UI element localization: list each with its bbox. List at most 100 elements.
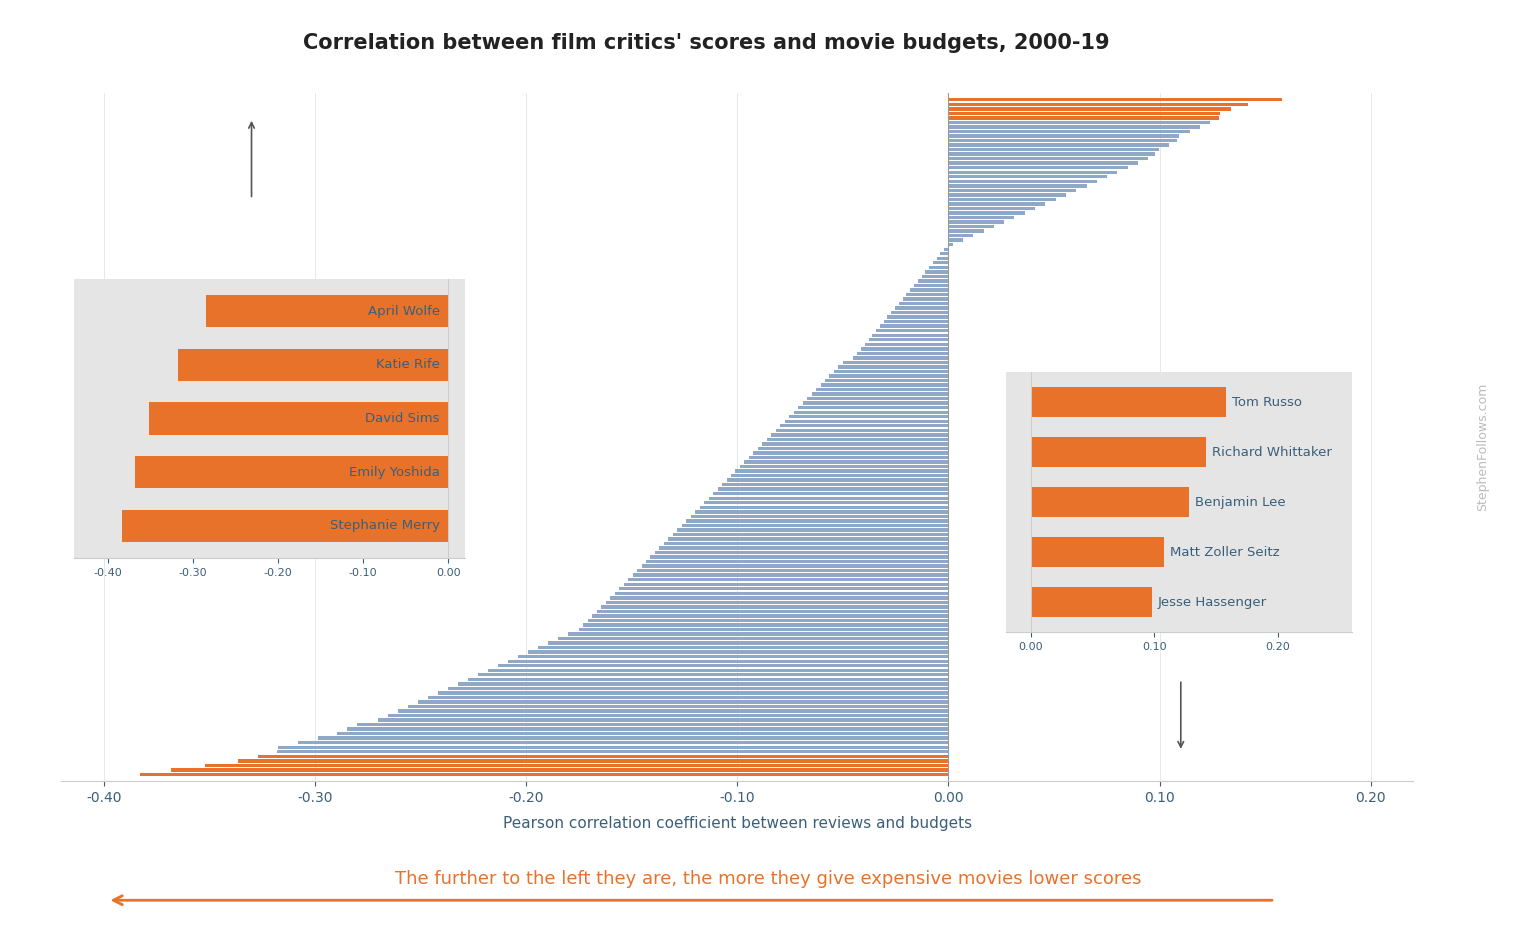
Bar — [948, 234, 974, 237]
Bar — [356, 723, 948, 726]
Bar — [948, 153, 1155, 156]
Bar — [948, 220, 1005, 224]
Bar — [378, 718, 948, 722]
Bar — [619, 587, 948, 591]
Bar — [948, 121, 1210, 124]
Bar — [895, 306, 948, 310]
Bar — [888, 315, 948, 319]
Bar — [668, 538, 948, 540]
Bar — [1031, 437, 1206, 467]
Bar — [762, 442, 948, 445]
Bar — [948, 198, 1055, 201]
Bar — [948, 162, 1138, 165]
Bar — [172, 768, 948, 772]
Bar — [948, 206, 1035, 210]
Bar — [948, 148, 1158, 152]
Bar — [206, 295, 449, 327]
Bar — [123, 510, 449, 542]
Bar — [135, 456, 449, 488]
Bar — [338, 732, 948, 736]
Bar — [140, 773, 948, 777]
Bar — [937, 257, 948, 260]
Bar — [628, 578, 948, 581]
Bar — [750, 456, 948, 459]
Bar — [925, 270, 948, 273]
Bar — [948, 238, 963, 242]
Bar — [948, 143, 1169, 147]
Bar — [911, 288, 948, 292]
Bar — [948, 130, 1189, 133]
Bar — [794, 410, 948, 414]
Bar — [178, 349, 449, 381]
Bar — [206, 764, 948, 767]
Bar — [948, 175, 1107, 179]
Bar — [409, 705, 948, 708]
Bar — [857, 352, 948, 355]
Text: Jesse Hassenger: Jesse Hassenger — [1158, 596, 1267, 609]
Bar — [948, 211, 1025, 215]
Bar — [799, 406, 948, 409]
Bar — [717, 487, 948, 491]
Bar — [820, 383, 948, 387]
Bar — [548, 642, 948, 644]
Bar — [948, 157, 1149, 160]
Bar — [948, 107, 1230, 111]
Bar — [458, 683, 948, 685]
Bar — [677, 528, 948, 532]
Bar — [914, 284, 948, 287]
Bar — [903, 298, 948, 300]
Bar — [740, 465, 948, 468]
Bar — [708, 497, 948, 500]
Bar — [829, 374, 948, 378]
Bar — [149, 403, 449, 434]
Bar — [876, 329, 948, 332]
Bar — [843, 361, 948, 364]
Bar — [588, 618, 948, 622]
Bar — [449, 686, 948, 690]
Bar — [347, 727, 948, 731]
Bar — [825, 379, 948, 382]
Text: David Sims: David Sims — [366, 412, 439, 425]
Bar — [584, 623, 948, 627]
Text: Matt Zoller Seitz: Matt Zoller Seitz — [1170, 546, 1279, 559]
Bar — [862, 347, 948, 351]
Bar — [945, 247, 948, 251]
Bar — [891, 311, 948, 314]
Bar — [771, 433, 948, 436]
Bar — [948, 116, 1220, 120]
Bar — [637, 569, 948, 572]
Bar — [682, 524, 948, 527]
Bar — [1031, 387, 1226, 417]
Bar — [865, 342, 948, 346]
Bar — [276, 751, 948, 753]
Bar — [258, 754, 948, 758]
Bar — [528, 650, 948, 654]
Text: Stephanie Merry: Stephanie Merry — [330, 519, 439, 532]
Bar — [929, 266, 948, 269]
Bar — [691, 514, 948, 518]
Bar — [790, 415, 948, 419]
Text: April Wolfe: April Wolfe — [367, 305, 439, 318]
Bar — [839, 365, 948, 368]
Bar — [948, 225, 994, 228]
Bar — [508, 659, 948, 663]
Bar — [906, 293, 948, 296]
Bar — [948, 102, 1249, 106]
Bar — [593, 614, 948, 618]
Bar — [538, 646, 948, 649]
Bar — [673, 533, 948, 536]
Bar — [948, 193, 1066, 196]
Bar — [872, 334, 948, 337]
Bar — [736, 470, 948, 472]
Bar — [948, 230, 983, 232]
Bar — [785, 419, 948, 423]
Bar — [834, 370, 948, 373]
Text: Benjamin Lee: Benjamin Lee — [1195, 496, 1286, 509]
Bar — [880, 325, 948, 328]
Bar — [518, 655, 948, 658]
Bar — [438, 691, 948, 695]
Bar — [610, 596, 948, 600]
Bar — [948, 98, 1283, 101]
Bar — [731, 474, 948, 477]
Bar — [948, 189, 1077, 192]
